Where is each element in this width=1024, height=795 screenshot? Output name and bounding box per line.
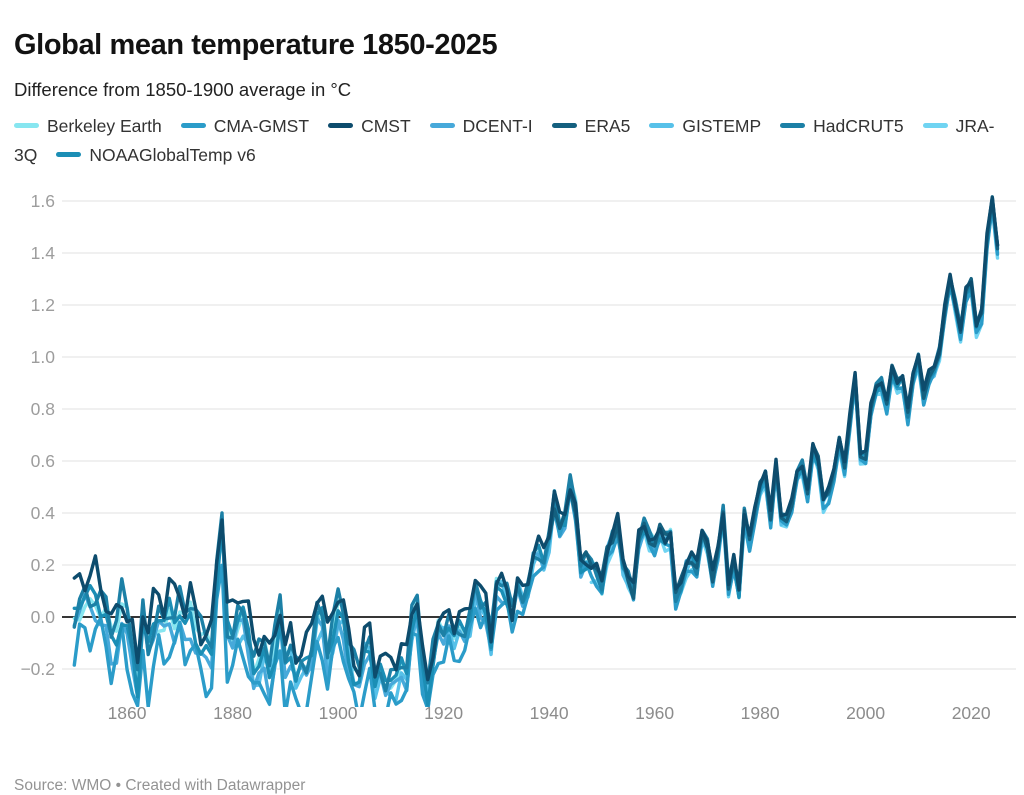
legend-item: NOAAGlobalTemp v6 [56, 145, 256, 165]
legend-swatch-icon [922, 123, 948, 128]
legend-label: HadCRUT5 [813, 116, 904, 136]
legend-item: CMST [328, 116, 411, 136]
x-tick-label: 2020 [952, 703, 991, 723]
x-tick-label: 1880 [213, 703, 252, 723]
legend-swatch-icon [180, 123, 206, 128]
page-title: Global mean temperature 1850-2025 [14, 29, 498, 62]
y-tick-label: 1.2 [31, 295, 55, 315]
y-tick-label: 0.0 [31, 607, 56, 627]
legend-swatch-icon [429, 123, 455, 128]
x-tick-label: 1920 [424, 703, 463, 723]
series-line-cmst[interactable] [72, 195, 1000, 682]
legend-item: JRA-3Q [14, 116, 994, 165]
x-tick-label: 1940 [530, 703, 569, 723]
legend-label: NOAAGlobalTemp v6 [89, 145, 256, 165]
axis-labels: 1.6 1.4 1.2 1.0 0.8 0.6 0.4 0.2 0.0 −0.2 1860 1880 1… [20, 191, 990, 723]
legend-item: DCENT-I [429, 116, 533, 136]
legend-swatch-icon [328, 123, 354, 128]
legend-swatch-icon [780, 123, 806, 128]
y-tick-label: 1.6 [31, 191, 55, 211]
y-tick-label: 0.2 [31, 555, 55, 575]
x-tick-label: 2000 [846, 703, 885, 723]
x-tick-label: 1980 [741, 703, 780, 723]
x-tick-label: 1960 [635, 703, 674, 723]
legend-swatch-icon [14, 123, 39, 128]
x-tick-label: 1860 [108, 703, 147, 723]
legend-item: ERA5 [551, 116, 631, 136]
legend-item: CMA-GMST [180, 116, 310, 136]
y-tick-label: 0.8 [31, 399, 55, 419]
legend-label: JRA-3Q [14, 116, 995, 165]
y-tick-label: 0.6 [31, 451, 55, 471]
chart-legend: Berkeley Earth CMA-GMST CMST DCENT-I ERA5 GIS… [14, 112, 1016, 170]
legend-item: HadCRUT5 [780, 116, 904, 136]
legend-label: CMA-GMST [213, 116, 310, 136]
x-tick-label: 1900 [319, 703, 358, 723]
legend-swatch-icon [551, 123, 577, 128]
y-tick-label: 1.0 [31, 347, 56, 367]
legend-label: ERA5 [584, 116, 631, 136]
y-tick-label: 0.4 [31, 503, 56, 523]
series-line-cma-gmst[interactable] [72, 203, 1000, 721]
source-attribution: Source: WMO • Created with Datawrapper [14, 776, 306, 794]
legend-item: Berkeley Earth [14, 116, 162, 136]
legend-label: CMST [361, 116, 411, 136]
gridlines [62, 200, 1016, 670]
legend-label: Berkeley Earth [47, 116, 162, 136]
chart-subtitle: Difference from 1850-1900 average in °C [14, 78, 352, 100]
legend-label: DCENT-I [462, 116, 533, 136]
legend-swatch-icon [56, 152, 82, 157]
y-tick-label: 1.4 [31, 243, 56, 263]
legend-swatch-icon [649, 123, 675, 128]
y-tick-label: −0.2 [20, 659, 55, 679]
legend-label: GISTEMP [682, 116, 762, 136]
legend-item: GISTEMP [649, 116, 761, 136]
